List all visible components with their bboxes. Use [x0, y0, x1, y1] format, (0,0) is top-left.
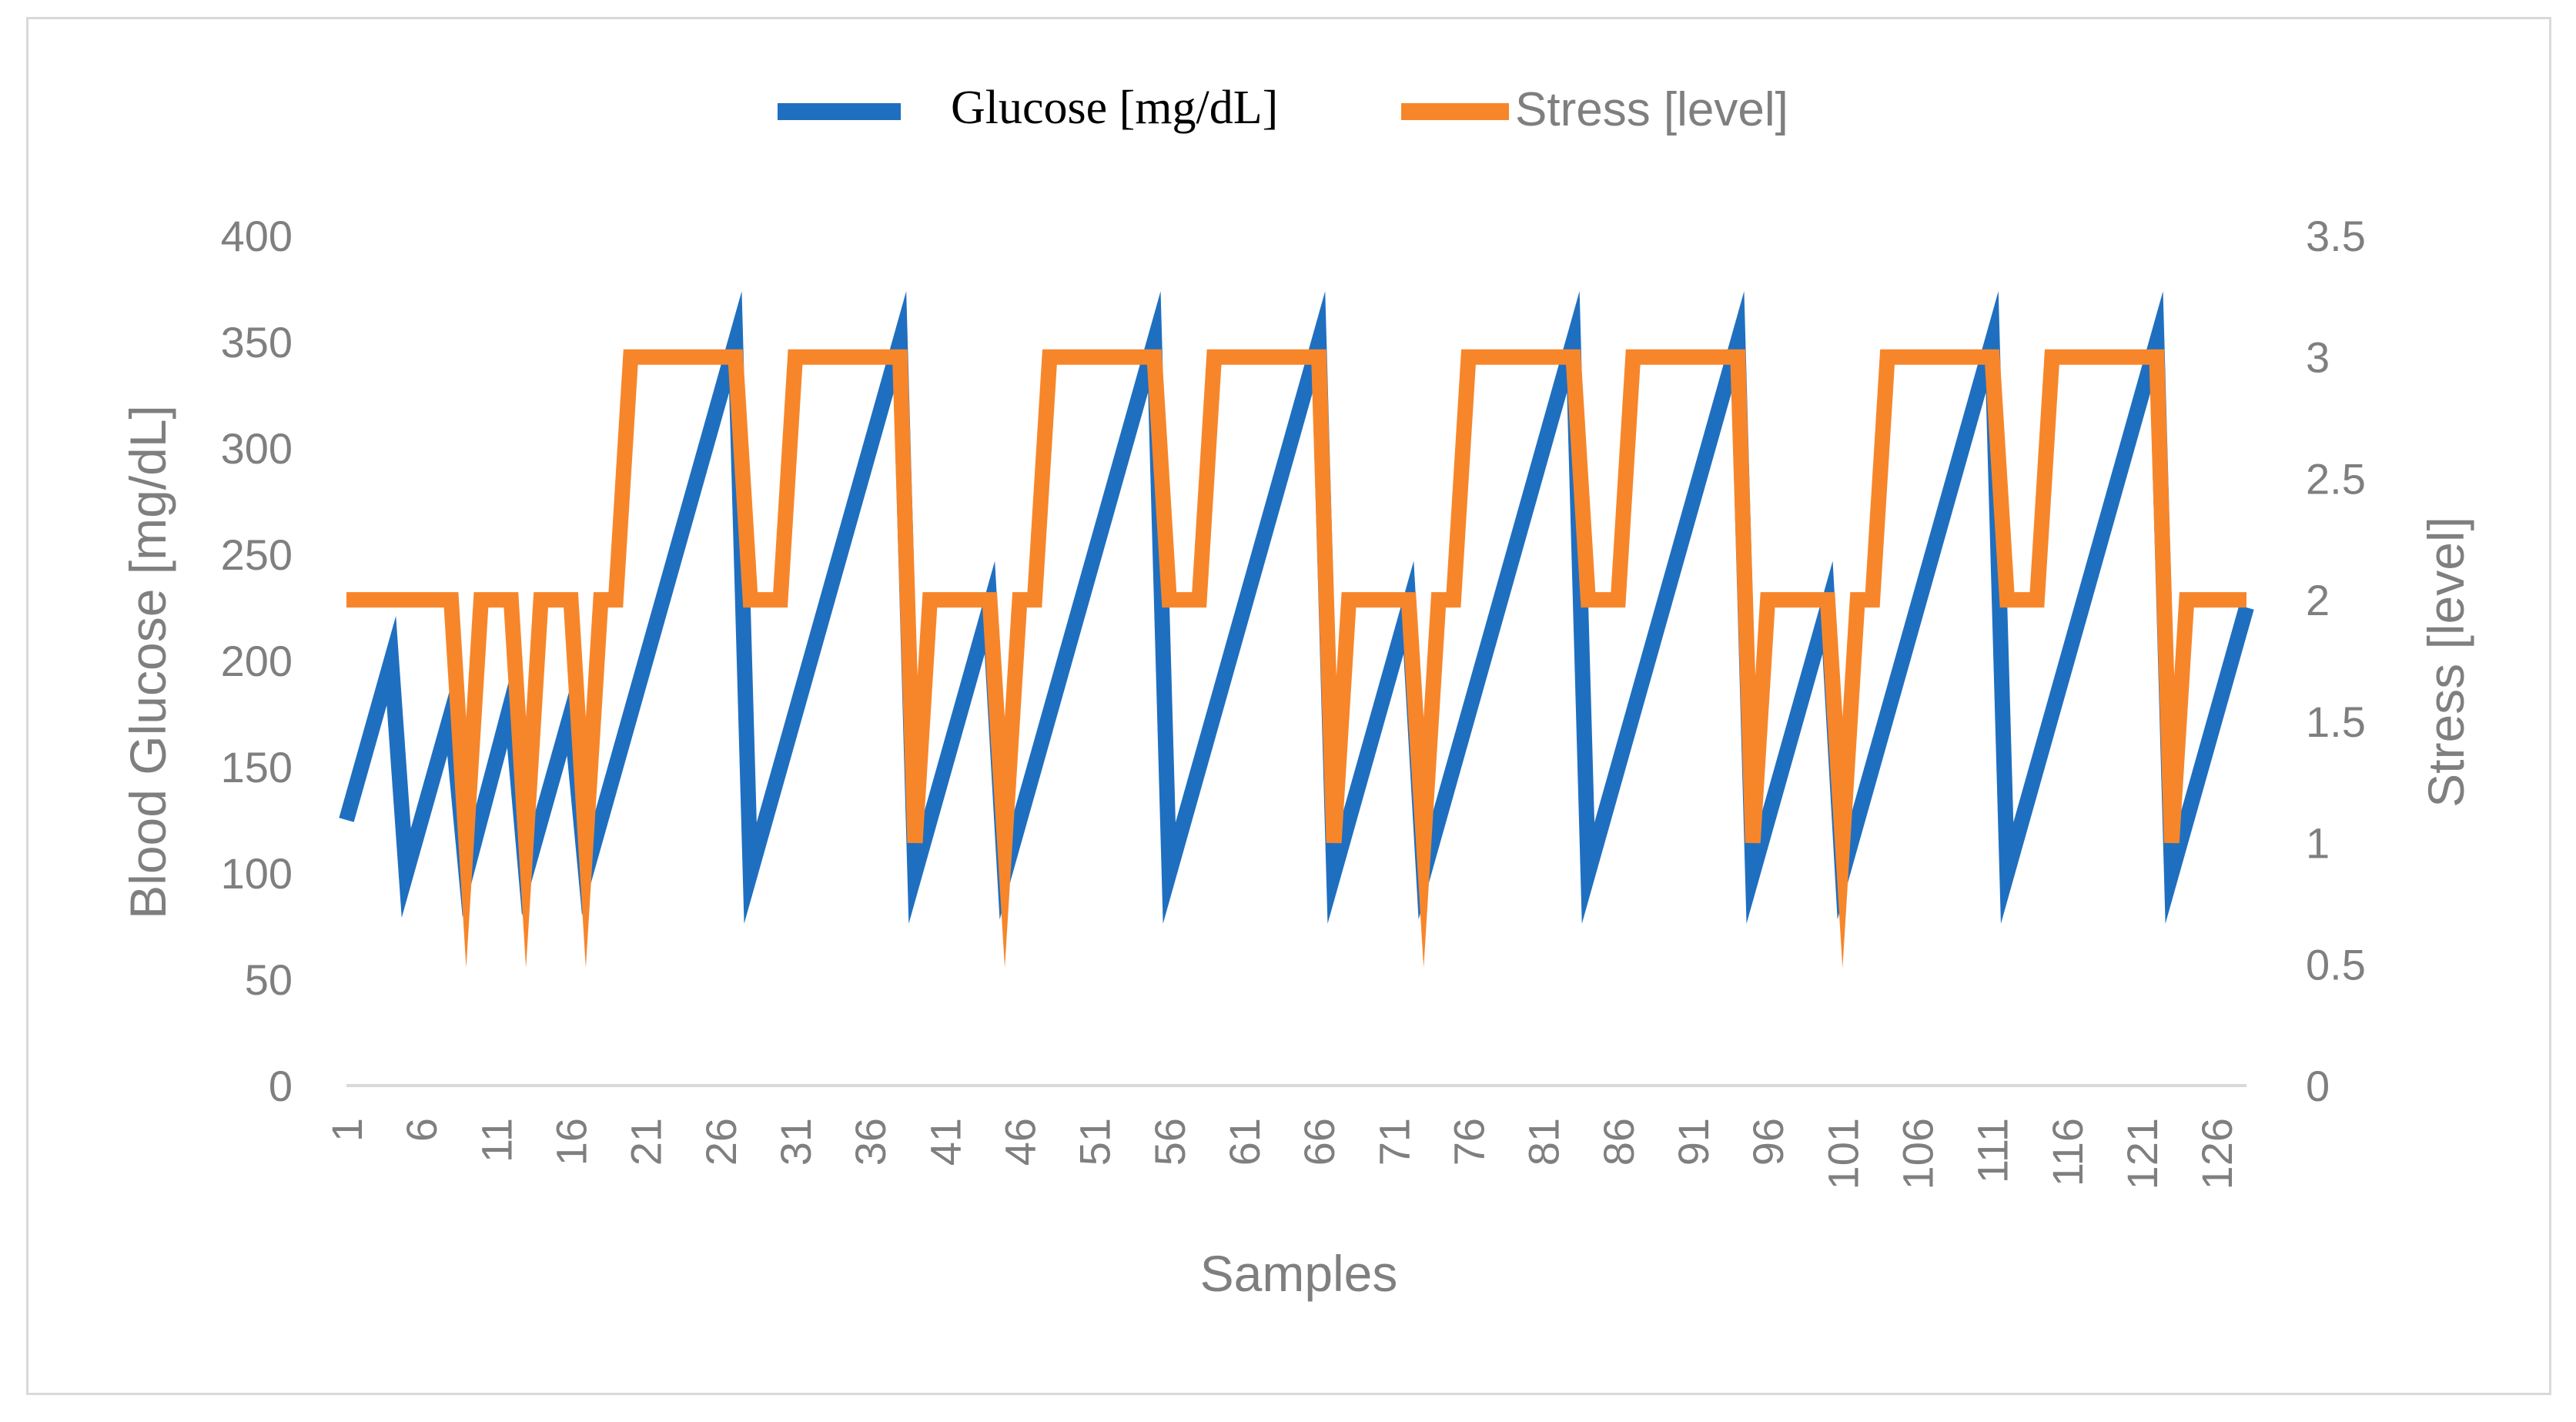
y-right-ticks: 0 0.5 1 1.5 2 2.5 3 3.5	[2306, 212, 2366, 1110]
y-right-tick-label: 0	[2306, 1062, 2330, 1110]
y-left-tick-label: 300	[221, 424, 293, 473]
legend-glucose-label: Glucose [mg/dL]	[951, 82, 1278, 134]
x-tick-label: 126	[2193, 1118, 2241, 1189]
x-tick-label: 96	[1744, 1118, 1792, 1166]
x-tick-label: 101	[1818, 1118, 1867, 1189]
x-tick-label: 26	[697, 1118, 745, 1166]
y-right-tick-label: 3.5	[2306, 212, 2366, 260]
x-axis-title: Samples	[1200, 1245, 1398, 1302]
x-tick-label: 46	[995, 1118, 1044, 1166]
x-tick-label: 76	[1444, 1118, 1493, 1166]
series-line-stress	[346, 349, 2246, 969]
y-right-tick-label: 0.5	[2306, 940, 2366, 989]
x-tick-label: 56	[1146, 1118, 1194, 1166]
x-tick-label: 121	[2118, 1118, 2166, 1189]
y-left-tick-label: 350	[221, 318, 293, 366]
x-tick-label: 41	[921, 1118, 969, 1166]
x-ticks: 1 6 11 16 21 26 31 36 41 46 51 56 61 66 71 76 81 86 91 96 10…	[323, 1118, 2241, 1189]
x-tick-label: 81	[1520, 1118, 1568, 1166]
y-right-tick-label: 1.5	[2306, 698, 2366, 746]
y-right-tick-label: 2.5	[2306, 454, 2366, 503]
x-tick-label: 116	[2043, 1118, 2092, 1186]
legend: Glucose [mg/dL] Stress [level]	[778, 82, 1788, 136]
x-tick-label: 66	[1295, 1118, 1343, 1166]
y-left-tick-label: 250	[221, 530, 293, 579]
legend-stress-label: Stress [level]	[1515, 83, 1788, 136]
y-left-tick-label: 400	[221, 212, 293, 260]
x-tick-label: 31	[771, 1118, 820, 1166]
x-tick-label: 111	[1969, 1118, 2017, 1183]
y-left-tick-label: 200	[221, 637, 293, 685]
x-tick-label: 91	[1669, 1118, 1718, 1166]
y-right-axis-title: Stress [level]	[2417, 517, 2474, 808]
x-tick-label: 6	[397, 1118, 446, 1142]
y-left-tick-label: 50	[245, 955, 293, 1004]
y-left-ticks: 0 50 100 150 200 250 300 350 400	[221, 212, 293, 1110]
y-left-tick-label: 100	[221, 849, 293, 898]
y-left-tick-label: 150	[221, 743, 293, 791]
x-tick-label: 51	[1071, 1118, 1119, 1166]
y-left-tick-label: 0	[269, 1062, 293, 1110]
x-tick-label: 106	[1893, 1118, 1942, 1189]
x-tick-label: 1	[323, 1118, 371, 1142]
x-tick-label: 11	[472, 1118, 520, 1163]
y-right-tick-label: 3	[2306, 333, 2330, 382]
x-tick-label: 36	[846, 1118, 895, 1166]
x-tick-label: 71	[1370, 1118, 1418, 1166]
y-left-axis-title: Blood Glucose [mg/dL]	[119, 405, 176, 919]
x-tick-label: 86	[1594, 1118, 1643, 1166]
x-tick-label: 16	[547, 1118, 595, 1166]
y-right-tick-label: 2	[2306, 576, 2330, 624]
x-tick-label: 61	[1220, 1118, 1269, 1166]
x-tick-label: 21	[622, 1118, 671, 1166]
y-right-tick-label: 1	[2306, 819, 2330, 868]
